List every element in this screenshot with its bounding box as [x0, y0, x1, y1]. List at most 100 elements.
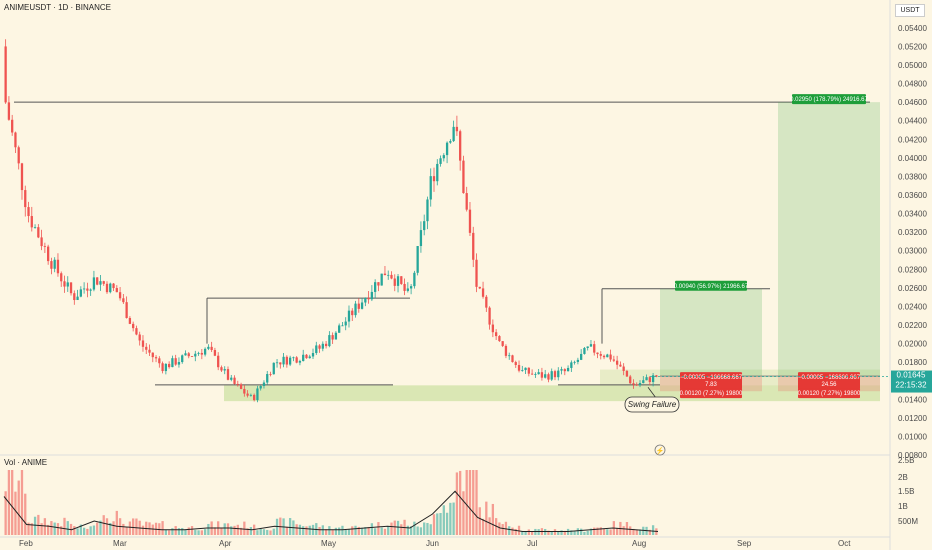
candle-body — [635, 384, 638, 386]
candle-body — [226, 369, 230, 380]
volume-bar — [197, 530, 200, 535]
candle-body — [341, 325, 344, 327]
candle-body — [589, 344, 593, 347]
candle-body — [4, 46, 7, 103]
time-tick-label: May — [321, 539, 336, 548]
volume-bar — [383, 528, 387, 535]
price-tick-label: 0.04800 — [898, 80, 927, 89]
volume-bar — [622, 526, 625, 535]
candle-body — [478, 286, 481, 289]
volume-bar — [501, 524, 504, 535]
volume-bar — [364, 527, 367, 535]
volume-bar — [115, 510, 118, 535]
candle-body — [69, 282, 73, 294]
volume-bar — [429, 524, 432, 535]
volume-bar — [246, 528, 249, 535]
candle-body — [128, 318, 132, 324]
volume-bar — [233, 525, 236, 535]
symbol-title: ANIMEUSDT · 1D · BINANCE — [4, 3, 111, 12]
volume-bar — [82, 527, 86, 535]
price-tick-label: 0.05400 — [898, 24, 927, 33]
candle-body — [563, 369, 566, 372]
volume-bar — [11, 470, 14, 535]
volume-bar — [56, 523, 60, 535]
candle-body — [298, 361, 302, 363]
candle-body — [606, 354, 609, 358]
volume-bar — [580, 528, 583, 535]
time-tick-label: Jun — [426, 539, 439, 548]
candle-body — [60, 273, 63, 282]
candle-body — [530, 373, 534, 375]
position-2-stop-label-bg — [798, 388, 860, 399]
volume-bar — [92, 525, 96, 535]
volume-bar — [236, 524, 239, 535]
candle-body — [655, 375, 658, 377]
volume-bar — [508, 526, 511, 535]
position-2-entry-label: −0.00005 −166666.667 — [798, 375, 861, 381]
candle-body — [210, 346, 213, 351]
countdown-value: 22:15:32 — [895, 381, 927, 390]
candle-body — [279, 362, 282, 365]
volume-bar — [419, 527, 423, 535]
candle-body — [455, 126, 459, 132]
candle-body — [148, 349, 151, 353]
volume-bar — [472, 470, 475, 535]
time-tick-label: Mar — [113, 539, 127, 548]
candle-body — [638, 383, 642, 385]
candle-body — [43, 246, 47, 247]
volume-bar — [122, 523, 125, 535]
volume-bar — [99, 520, 102, 535]
volume-bar — [112, 521, 115, 535]
price-tick-label: 0.01200 — [898, 414, 927, 423]
current-price-value: 0.01645 — [897, 371, 926, 380]
candle-body — [220, 367, 223, 371]
volume-bar — [256, 530, 259, 535]
volume-bar — [164, 529, 168, 535]
candle-body — [511, 355, 514, 363]
volume-bar — [377, 522, 380, 535]
volume-bar — [416, 526, 419, 535]
volume-bar — [161, 521, 164, 535]
candle-body — [370, 291, 374, 300]
price-tick-label: 0.01400 — [898, 395, 927, 404]
volume-bar — [302, 526, 305, 535]
volume-bar — [481, 518, 485, 535]
volume-bar — [573, 531, 576, 535]
candle-body — [236, 383, 239, 385]
candle-body — [534, 374, 537, 375]
candle-body — [318, 345, 321, 349]
volume-tick-label: 1.5B — [898, 487, 914, 496]
price-tick-label: 0.04400 — [898, 117, 927, 126]
volume-tick-label: 2.5B — [898, 456, 914, 465]
price-tick-label: 0.05000 — [898, 61, 927, 70]
candle-body — [105, 283, 109, 293]
candle-body — [138, 334, 141, 341]
volume-bar — [400, 524, 403, 535]
time-tick-label: Aug — [632, 539, 646, 548]
candle-body — [537, 372, 540, 375]
candle-body — [517, 365, 521, 371]
candle-body — [132, 323, 135, 329]
candle-body — [190, 356, 194, 357]
candle-body — [625, 370, 629, 377]
candle-body — [494, 332, 498, 337]
volume-bar — [459, 470, 462, 535]
volume-bar — [367, 527, 370, 535]
candle-body — [207, 346, 210, 349]
position-1-stop-label-bg — [680, 388, 742, 399]
candle-body — [324, 343, 328, 347]
candle-body — [239, 384, 243, 389]
volume-bar — [426, 522, 429, 535]
position-1-target-label-bg — [675, 280, 747, 291]
candle-body — [275, 362, 279, 364]
candle-body — [557, 370, 560, 378]
currency-button[interactable]: USDT — [895, 4, 925, 17]
volume-bar — [521, 531, 524, 535]
volume-bar — [109, 522, 112, 535]
candle-body — [344, 321, 347, 326]
candle-body — [508, 355, 511, 357]
volume-bar — [344, 529, 347, 535]
volume-bar — [530, 531, 534, 535]
